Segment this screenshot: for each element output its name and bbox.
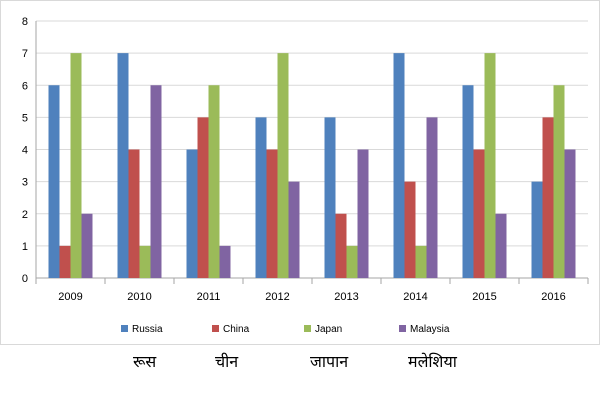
bar-russia-2015 [462,85,474,278]
bar-malaysia-2014 [426,117,438,278]
bar-chart: 0 1 2 3 4 5 6 7 8 2009 2010 2011 2012 2013 2014 2015 201… [22,16,589,335]
x-tick-label: 2011 [197,291,221,303]
bar-japan-2012 [277,53,289,278]
y-tick-label: 3 [22,177,28,189]
legend-label-china: China [223,324,250,335]
legend-swatch-russia [121,325,128,332]
bar-malaysia-2012 [288,181,300,278]
hindi-label-china: चीन [215,352,239,371]
legend-label-malaysia: Malaysia [410,324,450,335]
y-tick-label: 2 [22,209,28,221]
bar-russia-2014 [393,53,405,278]
y-tick-label: 6 [22,80,28,92]
bar-malaysia-2015 [495,213,507,278]
bar-china-2015 [473,149,485,278]
y-tick-label: 5 [22,112,28,124]
bar-japan-2013 [346,245,358,278]
y-tick-label: 8 [22,16,28,28]
hindi-label-russia: रूस [133,352,157,371]
bar-china-2013 [335,213,347,278]
bar-russia-2009 [48,85,60,278]
bar-malaysia-2016 [564,149,576,278]
legend-label-japan: Japan [315,324,342,335]
x-tick-label: 2010 [127,291,151,303]
bar-japan-2016 [553,85,565,278]
bar-russia-2010 [117,53,129,278]
y-tick-label: 1 [22,241,28,253]
bar-malaysia-2010 [150,85,162,278]
bar-malaysia-2011 [219,245,231,278]
bar-china-2012 [266,149,278,278]
bar-china-2011 [197,117,209,278]
hindi-label-japan: जापान [310,352,349,371]
bar-russia-2012 [255,117,267,278]
y-tick-label: 0 [22,273,28,285]
x-tick-label: 2012 [265,291,289,303]
bar-japan-2011 [208,85,220,278]
chart-area [0,0,600,345]
bar-russia-2011 [186,149,198,278]
bar-japan-2010 [139,245,151,278]
hindi-label-malaysia: मलेशिया [408,352,457,371]
y-tick-label: 4 [22,145,28,157]
legend-swatch-china [212,325,219,332]
bar-malaysia-2009 [81,213,93,278]
bar-china-2009 [59,245,71,278]
x-tick-label: 2009 [58,291,82,303]
bar-russia-2016 [531,181,543,278]
legend-swatch-japan [304,325,311,332]
bar-china-2014 [404,181,416,278]
legend-swatch-malaysia [399,325,406,332]
bar-russia-2013 [324,117,336,278]
legend-label-russia: Russia [132,324,163,335]
bar-japan-2015 [484,53,496,278]
x-tick-label: 2014 [403,291,427,303]
bar-japan-2014 [415,245,427,278]
x-tick-label: 2016 [541,291,565,303]
y-tick-label: 7 [22,48,28,60]
x-tick-label: 2015 [472,291,496,303]
bar-china-2016 [542,117,554,278]
x-tick-label: 2013 [334,291,358,303]
bar-malaysia-2013 [357,149,369,278]
bar-china-2010 [128,149,140,278]
bar-japan-2009 [70,53,82,278]
